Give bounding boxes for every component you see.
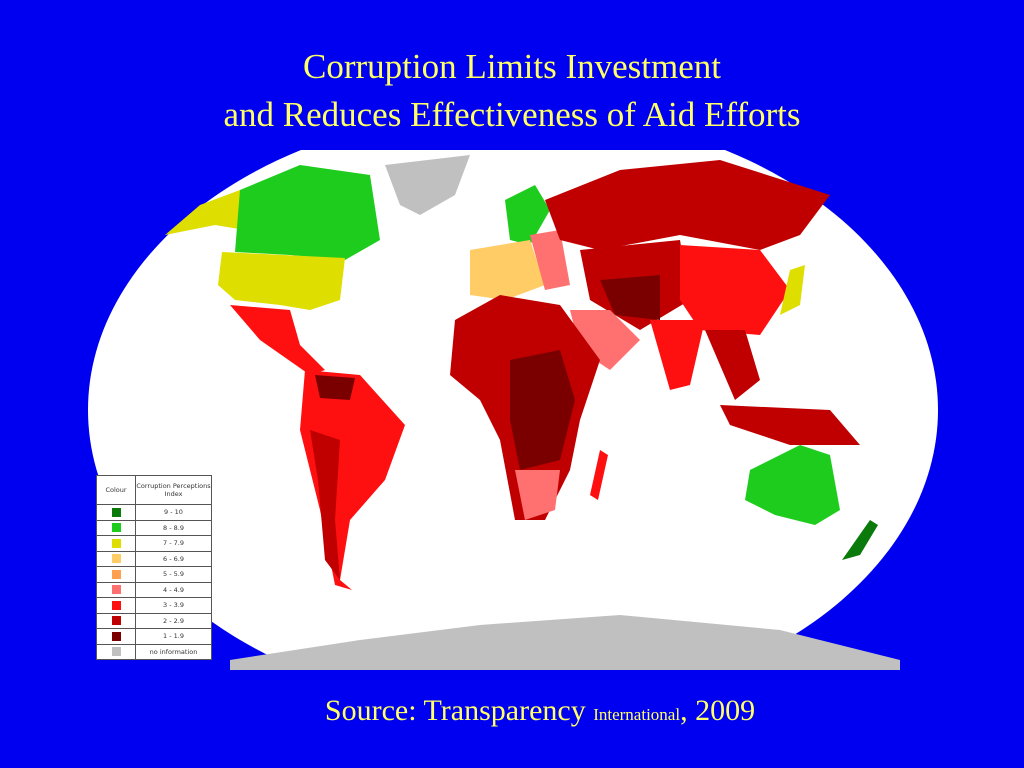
central-africa: [510, 350, 575, 470]
legend-row: 4 - 4.9: [96, 581, 212, 598]
legend-swatch: [111, 523, 121, 533]
russia: [545, 160, 830, 250]
legend-swatch: [111, 585, 121, 595]
greenland: [385, 155, 470, 215]
legend-row: 8 - 8.9: [96, 519, 212, 536]
legend-row: 2 - 2.9: [96, 612, 212, 629]
source-small: International: [593, 705, 681, 724]
legend-range: 1 - 1.9: [135, 628, 212, 645]
japan: [780, 265, 805, 315]
legend-swatch: [111, 554, 121, 564]
alaska: [165, 190, 245, 235]
indonesia: [720, 405, 860, 445]
legend-range: 7 - 7.9: [135, 535, 212, 552]
legend-swatch-cell: [96, 597, 136, 614]
legend-range: 9 - 10: [135, 504, 212, 521]
legend-range: no information: [135, 643, 212, 660]
legend-row: 3 - 3.9: [96, 597, 212, 614]
venezuela-region: [315, 375, 355, 400]
afghanistan-region: [600, 275, 660, 320]
india: [650, 320, 705, 390]
legend-swatch-cell: [96, 581, 136, 598]
western-europe: [470, 240, 545, 300]
legend-swatch: [111, 616, 121, 626]
legend-swatch: [111, 538, 121, 548]
china: [680, 245, 790, 335]
source-suffix: , 2009: [680, 694, 756, 727]
legend-row: 6 - 6.9: [96, 550, 212, 567]
legend-row: no information: [96, 643, 212, 660]
eastern-europe: [530, 230, 570, 290]
legend-swatch-cell: [96, 504, 136, 521]
slide-title-line1: Corruption Limits Investment: [302, 47, 722, 86]
legend-row: 5 - 5.9: [96, 566, 212, 583]
legend-header-index: Corruption Perceptions Index: [135, 475, 212, 505]
legend-range: 8 - 8.9: [135, 519, 212, 536]
legend-swatch: [111, 631, 121, 641]
legend: Colour Corruption Perceptions Index 9 - …: [96, 475, 212, 660]
legend-swatch: [111, 600, 121, 610]
antarctica: [230, 615, 900, 670]
source-caption: Source: Transparency International, 2009: [0, 694, 1024, 728]
legend-range: 4 - 4.9: [135, 581, 212, 598]
legend-swatch-cell: [96, 535, 136, 552]
legend-row: 7 - 7.9: [96, 535, 212, 552]
australia: [745, 445, 840, 525]
scandinavia: [505, 185, 550, 245]
legend-swatch-cell: [96, 519, 136, 536]
southeast-asia: [705, 330, 760, 400]
new-zealand: [842, 520, 878, 560]
usa: [218, 252, 345, 310]
legend-range: 6 - 6.9: [135, 550, 212, 567]
legend-range: 2 - 2.9: [135, 612, 212, 629]
legend-header-colour: Colour: [96, 475, 136, 505]
legend-swatch-cell: [96, 628, 136, 645]
source-prefix: Source: Transparency: [324, 694, 594, 727]
legend-range: 3 - 3.9: [135, 597, 212, 614]
legend-swatch-cell: [96, 550, 136, 567]
legend-range: 5 - 5.9: [135, 566, 212, 583]
madagascar: [590, 450, 608, 500]
legend-swatch: [111, 569, 121, 579]
mexico: [230, 305, 325, 375]
southern-africa: [515, 470, 560, 520]
slide-title-line2: and Reduces Effectiveness of Aid Efforts: [223, 95, 801, 134]
legend-swatch-cell: [96, 566, 136, 583]
legend-swatch-cell: [96, 643, 136, 660]
legend-row: 1 - 1.9: [96, 628, 212, 645]
legend-swatch-cell: [96, 612, 136, 629]
legend-row: 9 - 10: [96, 504, 212, 521]
canada: [235, 165, 380, 260]
legend-swatch: [111, 647, 121, 657]
legend-swatch: [111, 507, 121, 517]
andes-region: [310, 430, 340, 580]
